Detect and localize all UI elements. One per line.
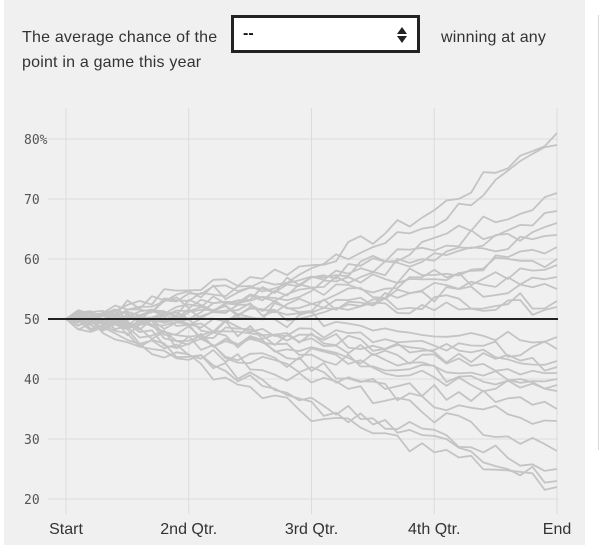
y-axis-ticks: 80% 70 60 50 40 30 20 — [24, 133, 48, 508]
intro-text-line1: The average chance of the — [22, 29, 218, 46]
y-tick-label: 30 — [24, 433, 40, 448]
team-select-value: -- — [243, 25, 254, 42]
series-line — [65, 318, 558, 491]
series-line — [65, 132, 558, 320]
series-lines — [65, 132, 558, 491]
divider — [598, 15, 599, 450]
series-line — [65, 313, 558, 410]
y-tick-label: 60 — [24, 253, 40, 268]
y-tick-label: 80% — [24, 133, 48, 148]
select-arrows-icon — [397, 27, 407, 43]
chart-panel — [4, 0, 585, 545]
x-tick-label: Start — [49, 521, 83, 538]
y-tick-label: 50 — [24, 313, 40, 328]
series-line — [65, 317, 558, 484]
x-tick-label: End — [543, 521, 571, 538]
series-line — [65, 314, 558, 393]
suffix-text: winning at any — [441, 29, 547, 46]
series-line — [65, 314, 558, 384]
series-line — [65, 312, 558, 390]
team-select[interactable]: -- — [231, 15, 420, 53]
y-tick-label: 40 — [24, 373, 40, 388]
series-line — [65, 318, 558, 472]
series-line — [65, 317, 558, 425]
x-axis-ticks: Start 2nd Qtr. 3rd Qtr. 4th Qtr. End — [49, 521, 571, 538]
x-tick-label: 2nd Qtr. — [160, 521, 217, 538]
x-tick-label: 4th Qtr. — [408, 521, 460, 538]
series-line — [65, 144, 558, 320]
y-tick-label: 70 — [24, 193, 40, 208]
series-line — [66, 282, 558, 325]
x-tick-label: 3rd Qtr. — [285, 521, 338, 538]
y-tick-label: 20 — [24, 493, 40, 508]
intro-text-line2: point in a game this year — [22, 54, 202, 71]
